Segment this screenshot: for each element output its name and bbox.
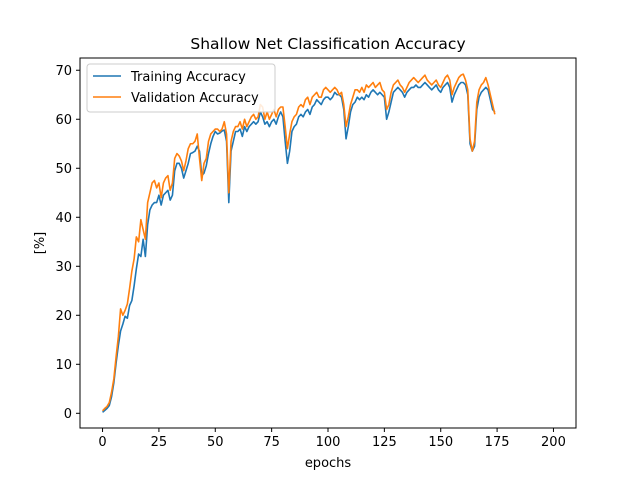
chart-title: Shallow Net Classification Accuracy xyxy=(190,35,465,53)
x-axis-label: epochs xyxy=(305,456,352,471)
plot-lines xyxy=(101,73,496,413)
x-tick-label: 75 xyxy=(263,435,280,450)
y-tick-label: 20 xyxy=(55,309,72,324)
legend-label-training: Training Accuracy xyxy=(130,70,246,85)
y-tick-label: 70 xyxy=(55,64,72,79)
x-tick-label: 100 xyxy=(316,435,341,450)
x-tick-label: 150 xyxy=(428,435,453,450)
x-tick-label: 175 xyxy=(485,435,510,450)
x-tick-label: 25 xyxy=(151,435,168,450)
legend: Training Accuracy Validation Accuracy xyxy=(86,63,276,113)
legend-box xyxy=(86,63,276,113)
x-tick-label: 0 xyxy=(98,435,106,450)
series-line-training-accuracy xyxy=(102,81,496,413)
series-line-validation-accuracy xyxy=(101,73,496,412)
y-tick-label: 0 xyxy=(64,407,72,422)
y-tick-label: 60 xyxy=(55,113,72,128)
y-tick-label: 40 xyxy=(55,211,72,226)
x-tick-label: 200 xyxy=(541,435,566,450)
x-tick-label: 50 xyxy=(207,435,224,450)
x-tick-label: 125 xyxy=(372,435,397,450)
y-axis-ticks: 0 10 20 30 40 50 60 70 xyxy=(55,64,80,422)
y-axis-label: [%] xyxy=(33,232,48,255)
y-tick-label: 10 xyxy=(55,358,72,373)
y-tick-label: 50 xyxy=(55,162,72,177)
y-tick-label: 30 xyxy=(55,260,72,275)
legend-label-validation: Validation Accuracy xyxy=(131,91,259,106)
x-axis-ticks: 0 25 50 75 100 125 150 175 200 xyxy=(98,428,566,450)
